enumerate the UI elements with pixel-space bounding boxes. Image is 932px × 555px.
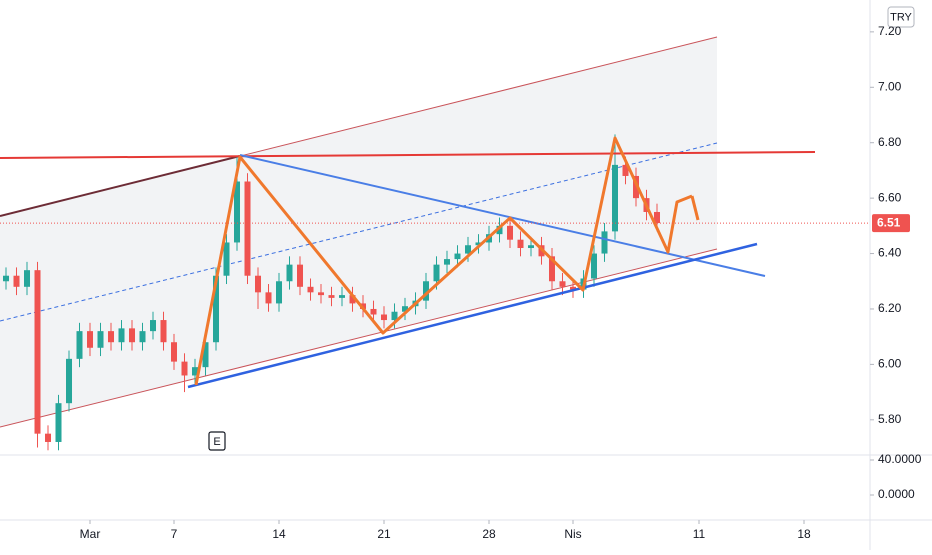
candle-body <box>549 256 556 282</box>
candle-body <box>307 286 314 293</box>
candle-body <box>622 164 629 176</box>
currency-badge[interactable] <box>887 6 915 28</box>
event-marker-label[interactable]: E <box>213 436 220 448</box>
candle-body <box>391 311 398 321</box>
candle-body <box>339 295 346 298</box>
candle-body <box>276 281 283 304</box>
x-tick-label: 28 <box>482 527 496 541</box>
candle-body <box>517 239 524 249</box>
y-tick-label: 6.00 <box>878 357 902 371</box>
candle-body <box>108 331 115 343</box>
lower-y-tick-label: 40.0000 <box>878 452 922 466</box>
descending-trendline <box>239 154 766 277</box>
channel-upper-overlay <box>0 155 241 217</box>
channel-fill <box>0 37 717 427</box>
y-tick-label: 6.40 <box>878 246 902 260</box>
candle-body <box>55 403 62 442</box>
resistance-line <box>0 151 816 159</box>
candle-body <box>76 331 83 359</box>
x-tick-label: 11 <box>693 527 706 541</box>
candle-body <box>601 231 608 254</box>
y-tick-label: 6.20 <box>878 301 902 315</box>
candle-body <box>255 275 262 293</box>
candle-body <box>244 181 251 276</box>
candle-body <box>444 259 451 265</box>
channel-lower <box>0 248 718 428</box>
currency-label[interactable]: TRY <box>890 11 912 23</box>
price-label-box <box>872 214 910 233</box>
y-tick-label: 5.80 <box>878 412 902 426</box>
x-tick-label: 14 <box>272 527 286 541</box>
candle-body <box>97 331 104 348</box>
arrow-head <box>690 195 700 221</box>
zigzag-pattern <box>194 136 693 386</box>
candle-body <box>181 361 188 376</box>
candle-body <box>45 433 52 442</box>
ascending-trendline <box>187 242 758 389</box>
candle-body <box>349 295 356 304</box>
candle-body <box>496 225 503 235</box>
candle-body <box>328 295 335 298</box>
x-tick-label: 18 <box>797 527 811 541</box>
x-tick-label: Mar <box>80 527 101 541</box>
candle-body <box>370 308 377 315</box>
candle-body <box>528 245 535 249</box>
x-tick-label: 21 <box>377 527 391 541</box>
x-tick-label: Nis <box>564 527 581 541</box>
candle-body <box>265 292 272 304</box>
lower-y-tick-label: 0.0000 <box>878 487 915 501</box>
candle-body <box>433 264 440 282</box>
candle-body <box>118 328 125 343</box>
candle-body <box>139 331 146 343</box>
candle-body <box>150 320 157 332</box>
candle-body <box>160 320 167 343</box>
y-tick-label: 6.80 <box>878 135 902 149</box>
candle-body <box>423 281 430 301</box>
candle-body <box>13 275 20 287</box>
candle-body <box>213 275 220 343</box>
candle-body <box>223 242 230 276</box>
candle-body <box>171 342 178 362</box>
candle-body <box>129 328 136 343</box>
candle-body <box>559 281 566 287</box>
candle-body <box>34 270 41 434</box>
candle-body <box>632 175 639 199</box>
candle-body <box>454 253 461 260</box>
candle-body <box>87 331 94 348</box>
candle-body <box>611 164 618 232</box>
candle-body <box>465 245 472 254</box>
x-tick-label: 7 <box>171 527 178 541</box>
candle-body <box>66 358 73 404</box>
candle-body <box>202 342 209 368</box>
candle-body <box>653 211 660 224</box>
candle-body <box>234 181 241 243</box>
candle-body <box>24 270 31 287</box>
price-label: 6.51 <box>877 216 901 230</box>
y-tick-label: 7.20 <box>878 24 902 38</box>
candle-body <box>590 253 597 279</box>
candle-body <box>475 242 482 246</box>
candle-body <box>507 225 514 240</box>
y-tick-label: 7.00 <box>878 79 902 93</box>
candle-body <box>192 367 199 376</box>
candle-body <box>3 275 10 282</box>
y-tick-label: 6.60 <box>878 190 902 204</box>
candle-body <box>402 306 409 312</box>
candle-body <box>570 286 577 290</box>
event-marker[interactable] <box>208 431 226 451</box>
candle-body <box>286 264 293 282</box>
candle-body <box>297 264 304 287</box>
candle-body <box>381 314 388 321</box>
candle-body <box>318 292 325 296</box>
